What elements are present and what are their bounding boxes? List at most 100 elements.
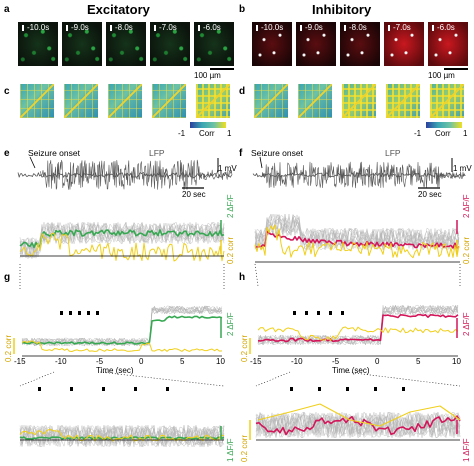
g-tick-neg5: -5 xyxy=(96,357,104,366)
excitatory-time-2: -9.0s xyxy=(66,23,89,32)
bottom-left-corr-trace xyxy=(19,428,225,442)
inhibitory-corr-trace xyxy=(254,224,460,259)
excitatory-cell-trace xyxy=(19,221,225,257)
h-tick-0: 0 xyxy=(375,357,380,366)
h-frame-marker-3 xyxy=(317,311,320,315)
excitatory-corr-trace xyxy=(19,232,225,262)
h-tick-neg10: -10 xyxy=(291,357,303,366)
bottom-right-cell-trace xyxy=(255,411,461,438)
g-corr-trace xyxy=(21,340,223,352)
inhibitory-colorbar-min: -1 xyxy=(414,129,422,138)
excitatory-corr-matrix-2 xyxy=(64,84,98,118)
h-corr-trace xyxy=(257,326,459,342)
inhibitory-time-3: -8.0s xyxy=(344,23,367,32)
inhibitory-cell-trace xyxy=(254,213,460,251)
g-cell-trace xyxy=(21,306,223,346)
inhibitory-time-5: -6.0s xyxy=(432,23,455,32)
excitatory-corr-matrix-5 xyxy=(196,84,230,118)
excitatory-lfp-baseline xyxy=(17,172,232,178)
inhibitory-time-2: -9.0s xyxy=(300,23,323,32)
g-frame-marker-1 xyxy=(60,311,63,315)
panel-label-f: f xyxy=(239,148,243,159)
bottom-left-cell-trace xyxy=(19,424,225,448)
inhibitory-corr-matrix-1 xyxy=(254,84,288,118)
h-tick-neg15: -15 xyxy=(250,357,262,366)
inhibitory-corr-matrix-5 xyxy=(430,84,464,118)
g-xlabel: Time (sec) xyxy=(96,366,134,375)
inhibitory-lfp-label: LFP xyxy=(385,148,401,158)
bottom-right-frame-marker-3 xyxy=(346,387,349,391)
panel-label-c: c xyxy=(4,86,10,97)
bottom-right-cell-trace xyxy=(255,411,461,439)
inhibitory-mv-label: 1 mV xyxy=(453,164,472,173)
bottom-right-corr-trace xyxy=(257,403,461,427)
inhibitory-colorbar-max: 1 xyxy=(463,129,468,138)
inhibitory-scalebar xyxy=(444,68,468,70)
bottom-left-frame-marker-4 xyxy=(134,387,137,391)
h-bottom-zoom-right xyxy=(345,371,461,387)
h-zoom-left xyxy=(254,263,259,287)
inhibitory-colorbar xyxy=(426,122,462,128)
h-frame-marker-2 xyxy=(305,311,308,315)
excitatory-time-4: -7.0s xyxy=(154,23,177,32)
excitatory-cell-trace xyxy=(19,221,225,258)
bottom-left-frame-marker-2 xyxy=(70,387,73,391)
bottom-right-mean-trace xyxy=(255,415,461,436)
h-tick-5: 5 xyxy=(416,357,421,366)
g-mean-trace xyxy=(21,315,223,345)
g-bottom-zoom-left xyxy=(19,371,55,387)
inhibitory-corr-matrix-3 xyxy=(342,84,376,118)
panel-label-g: g xyxy=(4,272,11,283)
excitatory-onset-arrow xyxy=(29,156,36,169)
h-frame-marker-5 xyxy=(341,311,344,315)
excitatory-corr-matrix-4 xyxy=(152,84,186,118)
inhibitory-lfp-baseline xyxy=(252,172,466,178)
g-cell-trace xyxy=(21,305,223,347)
bottom-left-frame-marker-3 xyxy=(102,387,105,391)
excitatory-colorbar xyxy=(190,122,226,128)
h-frame-marker-1 xyxy=(293,311,296,315)
g-frame-marker-3 xyxy=(78,311,81,315)
excitatory-title: Excitatory xyxy=(87,2,150,17)
excitatory-sec-label: 20 sec xyxy=(182,190,206,199)
bottom-left-cell-trace xyxy=(19,424,225,448)
excitatory-seizure-onset-label: Seizure onset xyxy=(28,148,80,158)
h-frame-marker-4 xyxy=(329,311,332,315)
h-bottom-zoom-left xyxy=(255,371,291,387)
excitatory-time-5: -6.0s xyxy=(198,23,221,32)
excitatory-corr-matrix-3 xyxy=(108,84,142,118)
g-frame-marker-2 xyxy=(69,311,72,315)
panel-label-a: a xyxy=(4,4,10,15)
excitatory-colorbar-label: Corr xyxy=(199,129,215,138)
h-tick-10: 10 xyxy=(452,357,461,366)
excitatory-mv-label: 1 mV xyxy=(218,164,237,173)
bottom-left-cell-trace xyxy=(19,424,225,447)
g-tick-0: 0 xyxy=(139,357,144,366)
inhibitory-scalebar-label: 100 µm xyxy=(428,71,455,80)
g-frame-marker-4 xyxy=(87,311,90,315)
excitatory-colorbar-min: -1 xyxy=(178,129,186,138)
excitatory-corr-matrix-1 xyxy=(20,84,54,118)
excitatory-lfp-label: LFP xyxy=(149,148,165,158)
inhibitory-sec-label: 20 sec xyxy=(418,190,442,199)
g-tick-neg15: -15 xyxy=(14,357,26,366)
bottom-right-frame-marker-5 xyxy=(402,387,405,391)
g-frame-marker-5 xyxy=(96,311,99,315)
bottom-right-frame-marker-2 xyxy=(318,387,321,391)
g-cell-trace xyxy=(21,306,223,347)
inhibitory-corr-matrix-4 xyxy=(386,84,420,118)
inhibitory-corr-matrix-2 xyxy=(298,84,332,118)
excitatory-time-1: -10.0s xyxy=(22,23,49,32)
g-cell-trace xyxy=(21,305,223,346)
inhibitory-cell-trace xyxy=(254,213,460,250)
h-tick-neg5: -5 xyxy=(332,357,340,366)
inhibitory-time-1: -10.0s xyxy=(256,23,283,32)
inhibitory-cell-trace xyxy=(254,213,460,250)
excitatory-scalebar xyxy=(210,68,234,70)
g-tick-10: 10 xyxy=(216,357,225,366)
excitatory-colorbar-max: 1 xyxy=(227,129,232,138)
excitatory-lfp-seizure xyxy=(39,159,233,191)
excitatory-cell-trace xyxy=(19,221,225,259)
g-tick-neg10: -10 xyxy=(55,357,67,366)
